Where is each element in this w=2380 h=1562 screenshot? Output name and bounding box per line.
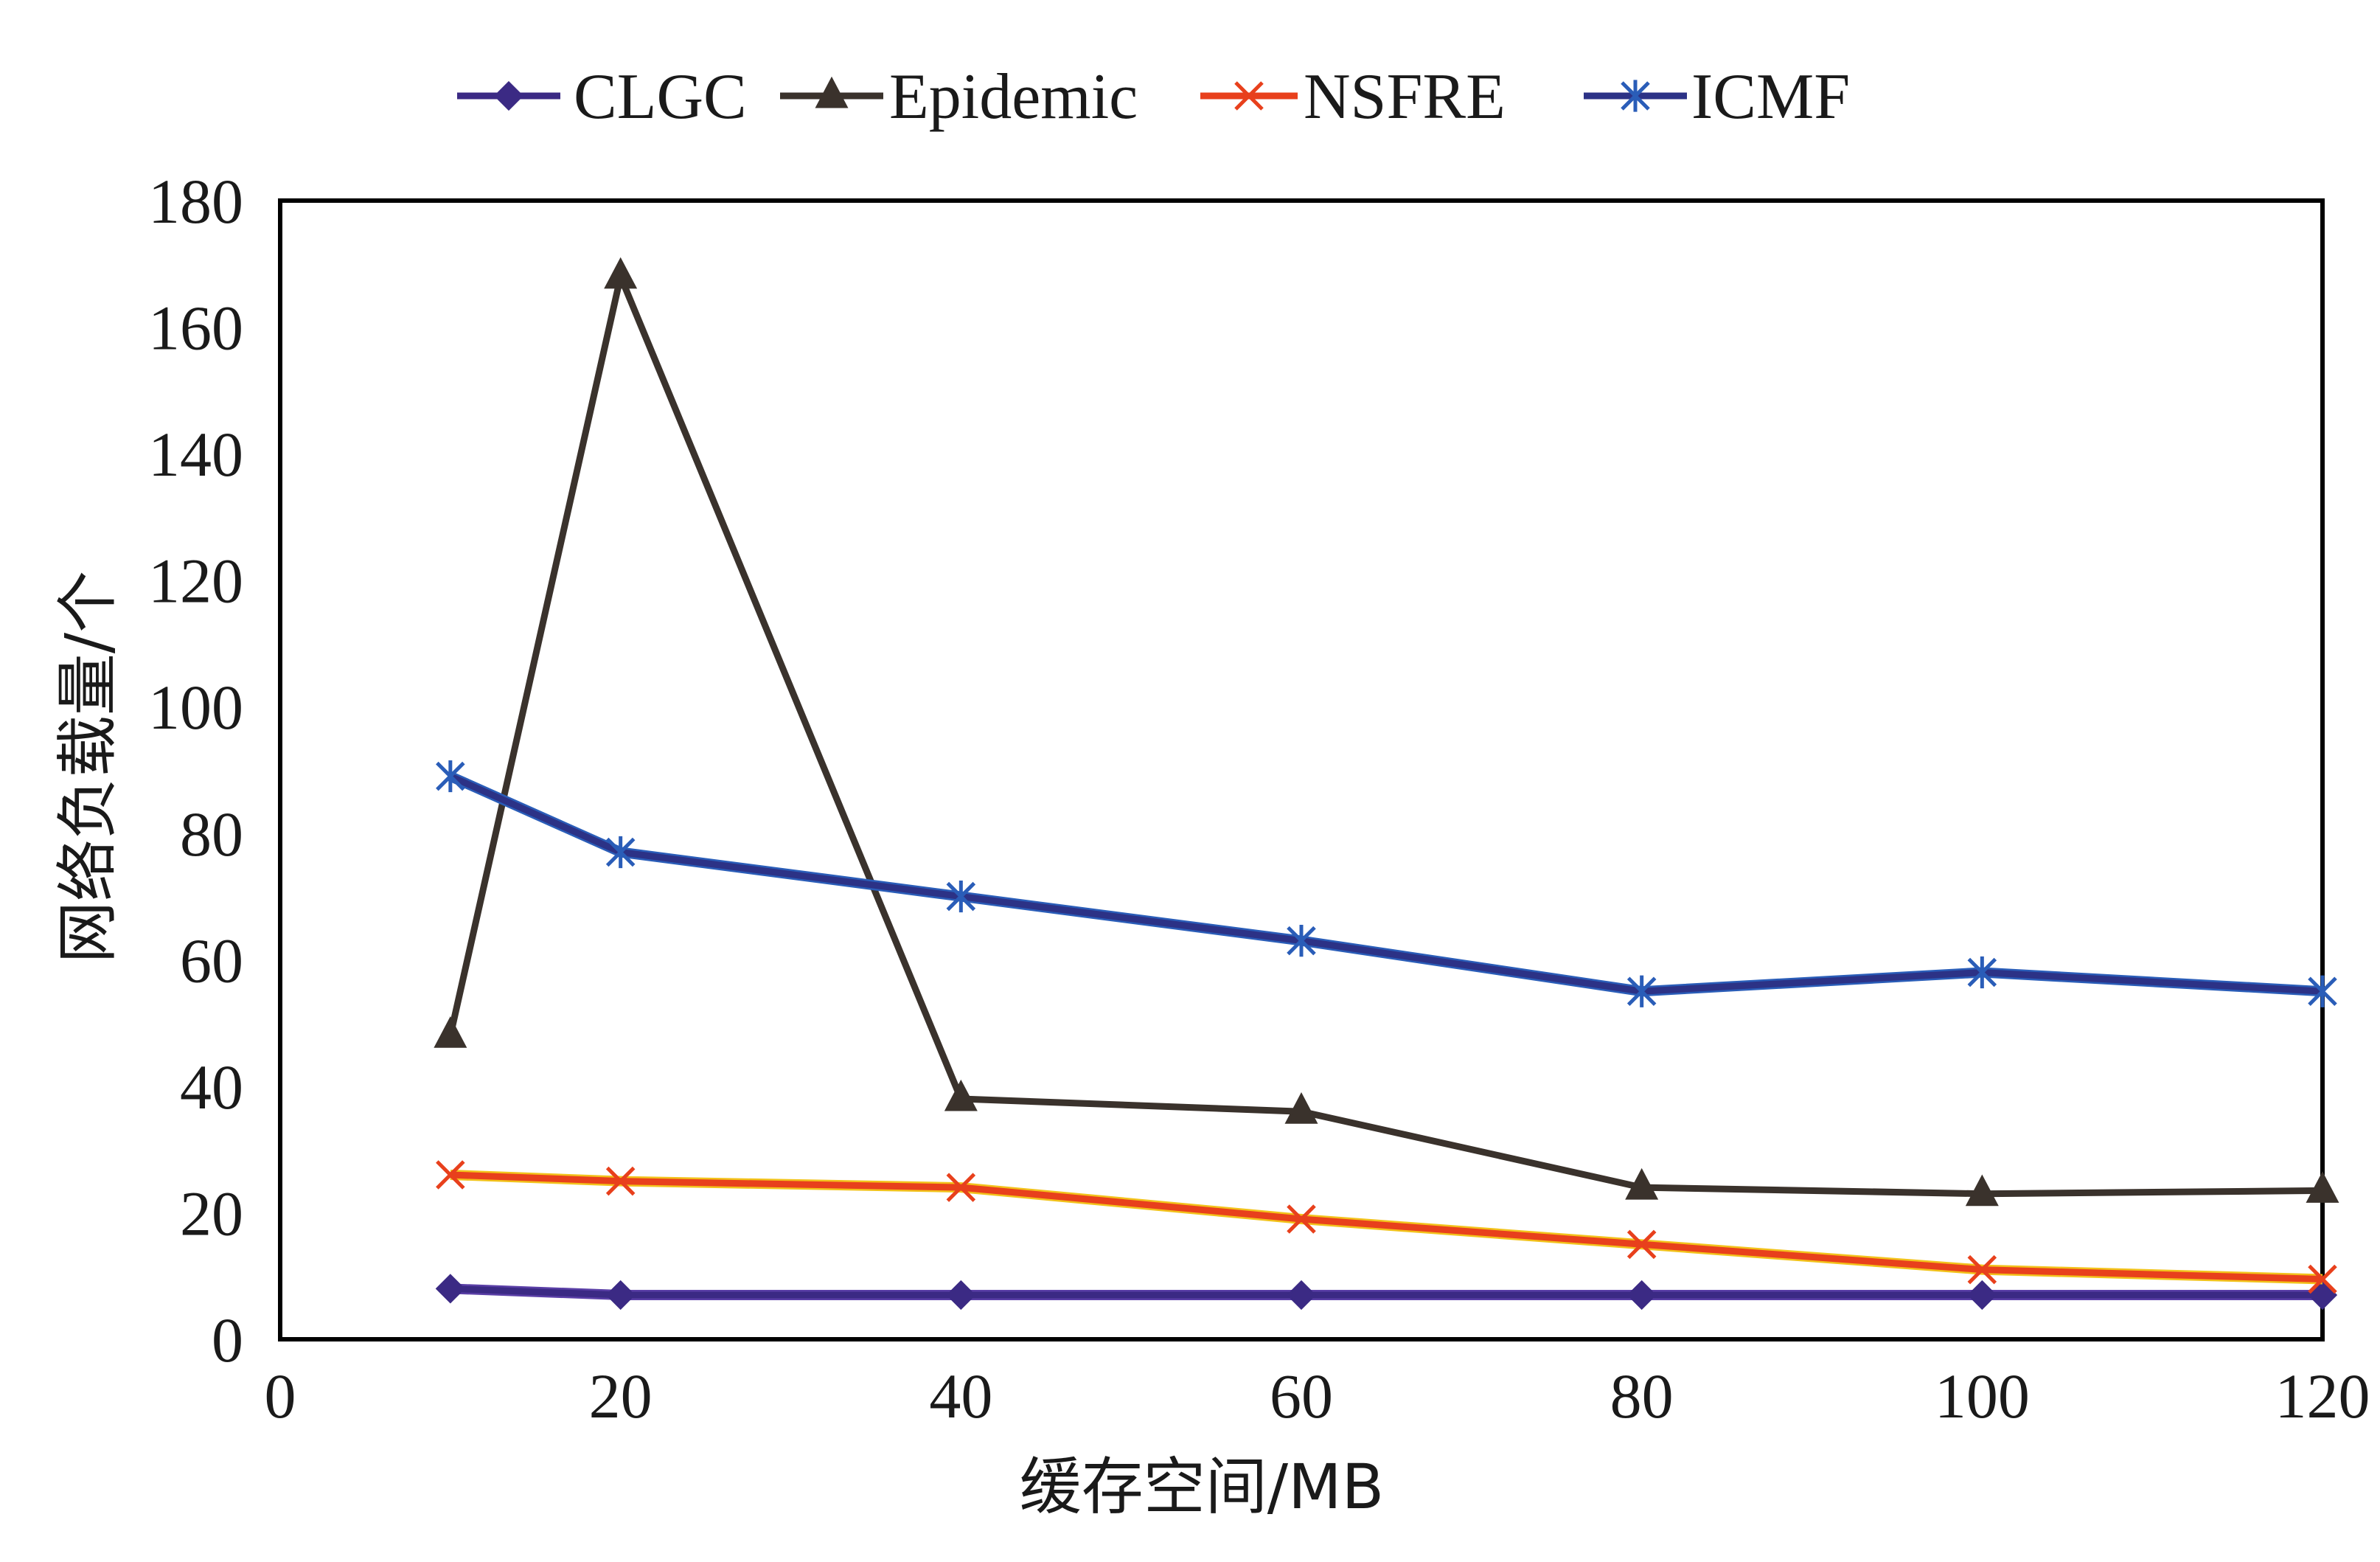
legend-item-epidemic: Epidemic [780,61,1138,133]
data-point-x [2308,1264,2337,1294]
x-axis-ticks: 0 20 40 60 80 100 120 [265,1361,2370,1431]
y-tick-label: 160 [148,293,243,364]
x-tick-label: 0 [265,1361,296,1431]
data-point-asterisk [1967,956,1997,989]
series-clgc [435,1274,2338,1311]
data-point-x [1967,1254,1997,1285]
data-point-triangle [2306,1171,2339,1203]
x-tick-label: 100 [1935,1361,2030,1431]
x-tick-label: 60 [1270,1361,1333,1431]
data-point-diamond [1286,1280,1317,1311]
data-point-x [946,1173,976,1202]
series-epidemic [434,257,2339,1207]
legend-item-icmf: ICMF [1584,61,1850,133]
y-tick-label: 20 [180,1178,243,1249]
data-point-diamond [1626,1280,1657,1311]
series-layer [434,257,2339,1311]
data-point-asterisk [2308,975,2337,1007]
y-axis-ticks: 0 20 40 60 80 100 120 140 160 180 [148,166,243,1375]
data-point-x [1234,81,1264,111]
data-point-diamond [1967,1280,1997,1311]
data-point-diamond [493,80,524,111]
x-axis-title: 缓存空间/MB [1020,1451,1384,1523]
series-line [447,273,2323,1198]
data-point-triangle [604,257,638,289]
data-point-x [1287,1204,1316,1234]
y-tick-label: 180 [148,166,243,237]
y-tick-label: 60 [180,925,243,996]
legend-label: NSFRE [1304,61,1506,133]
data-point-asterisk [1621,80,1650,112]
legend-item-nsfre: NSFRE [1200,61,1506,133]
series-nsfre [436,1160,2337,1294]
data-point-x [1626,1229,1657,1260]
y-axis-title: 网络负载量/个 [52,571,124,963]
legend-item-clgc: CLGC [457,61,747,133]
data-point-asterisk [1626,975,1657,1007]
data-point-asterisk [605,836,636,869]
data-point-x [605,1166,636,1196]
data-point-triangle [944,1079,978,1111]
x-tick-label: 40 [929,1361,992,1431]
y-tick-label: 40 [180,1052,243,1122]
data-point-triangle [1965,1174,1999,1207]
y-tick-label: 100 [148,672,243,743]
data-point-asterisk [1287,925,1316,957]
legend: CLGC Epidemic NSFRE ICMF [457,61,1850,133]
data-point-asterisk [436,760,465,793]
legend-label: CLGC [574,61,747,133]
y-tick-label: 80 [180,799,243,869]
data-point-triangle [1284,1091,1318,1124]
legend-label: Epidemic [889,61,1138,133]
y-tick-label: 140 [148,419,243,490]
data-point-diamond [2307,1280,2338,1311]
x-tick-label: 20 [589,1361,653,1431]
x-tick-label: 80 [1610,1361,1674,1431]
series-icmf [436,760,2337,1007]
series-line [450,1285,2322,1299]
legend-label: ICMF [1691,61,1850,133]
data-point-asterisk [946,880,976,913]
data-point-triangle [1625,1167,1659,1200]
series-line-outline [448,771,2323,997]
y-tick-label: 120 [148,546,243,617]
data-point-triangle [434,1016,467,1048]
data-point-x [436,1160,465,1190]
y-tick-label: 0 [212,1305,243,1375]
series-line [448,773,2323,995]
data-point-diamond [605,1280,636,1311]
data-point-diamond [435,1274,465,1304]
x-tick-label: 120 [2275,1361,2370,1431]
plot-area-frame [278,198,2325,1341]
data-point-diamond [946,1280,976,1311]
data-point-triangle [815,76,849,108]
